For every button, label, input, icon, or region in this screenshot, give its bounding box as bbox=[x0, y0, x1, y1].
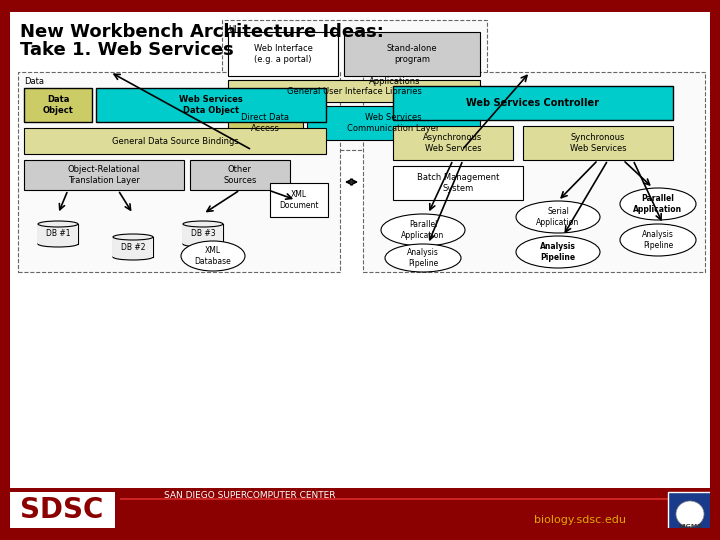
Text: NIGMS: NIGMS bbox=[678, 523, 702, 529]
Text: Serial
Application: Serial Application bbox=[536, 207, 580, 227]
Bar bbox=[393, 86, 673, 120]
Text: Analysis
Pipeline: Analysis Pipeline bbox=[642, 230, 674, 249]
Ellipse shape bbox=[183, 241, 223, 247]
Bar bbox=[363, 72, 705, 272]
Text: UI: UI bbox=[228, 25, 237, 34]
Bar bbox=[393, 126, 513, 160]
Text: Web Services
Data Object: Web Services Data Object bbox=[179, 95, 243, 114]
Bar bbox=[10, 492, 115, 532]
Ellipse shape bbox=[113, 234, 153, 240]
Text: Asynchronous
Web Services: Asynchronous Web Services bbox=[423, 133, 482, 153]
Text: SAN DIEGO SUPERCOMPUTER CENTER: SAN DIEGO SUPERCOMPUTER CENTER bbox=[164, 491, 336, 501]
Ellipse shape bbox=[676, 501, 704, 527]
Bar bbox=[24, 160, 184, 190]
Bar bbox=[120, 498, 685, 500]
Ellipse shape bbox=[38, 241, 78, 247]
Ellipse shape bbox=[38, 221, 78, 227]
Bar bbox=[344, 32, 480, 76]
Text: Analysis
Pipeline: Analysis Pipeline bbox=[540, 242, 576, 262]
Bar bbox=[113, 237, 153, 257]
Text: Parallel
Application: Parallel Application bbox=[634, 194, 683, 214]
Text: DB #1: DB #1 bbox=[46, 230, 71, 239]
Bar bbox=[307, 106, 480, 140]
Text: biology.sdsc.edu: biology.sdsc.edu bbox=[534, 515, 626, 525]
Text: Parallel
Application: Parallel Application bbox=[401, 220, 445, 240]
Text: Web Services
Communication Layer: Web Services Communication Layer bbox=[347, 113, 439, 133]
Ellipse shape bbox=[381, 214, 465, 246]
Bar bbox=[96, 88, 326, 122]
Text: Stand-alone
program: Stand-alone program bbox=[387, 44, 437, 64]
Bar bbox=[18, 72, 340, 272]
Text: Take 1. Web Services: Take 1. Web Services bbox=[20, 41, 234, 59]
Text: General Data Source Bindings: General Data Source Bindings bbox=[112, 137, 238, 145]
Bar bbox=[0, 0, 720, 12]
Text: Applications: Applications bbox=[369, 77, 420, 86]
Ellipse shape bbox=[183, 221, 223, 227]
Bar bbox=[228, 80, 480, 102]
Text: Web Services Controller: Web Services Controller bbox=[467, 98, 600, 108]
Ellipse shape bbox=[516, 201, 600, 233]
Text: XML
Document: XML Document bbox=[279, 190, 319, 210]
Bar bbox=[190, 160, 290, 190]
Ellipse shape bbox=[113, 254, 153, 260]
Text: XML
Database: XML Database bbox=[194, 246, 231, 266]
Bar bbox=[393, 166, 523, 200]
Ellipse shape bbox=[620, 224, 696, 256]
Text: DB #3: DB #3 bbox=[191, 230, 215, 239]
Text: New Workbench Architecture Ideas:: New Workbench Architecture Ideas: bbox=[20, 23, 384, 41]
Text: Other
Sources: Other Sources bbox=[223, 165, 257, 185]
Ellipse shape bbox=[181, 241, 245, 271]
Ellipse shape bbox=[620, 188, 696, 220]
Bar bbox=[228, 32, 338, 76]
Bar bbox=[222, 20, 487, 150]
Text: Data
Object: Data Object bbox=[42, 95, 73, 114]
Text: Data: Data bbox=[24, 77, 44, 86]
Bar bbox=[38, 224, 78, 244]
Text: Direct Data
Access: Direct Data Access bbox=[241, 113, 289, 133]
Bar bbox=[270, 183, 328, 217]
Bar bbox=[710, 0, 720, 540]
Bar bbox=[0, 488, 720, 540]
Bar bbox=[24, 128, 326, 154]
Ellipse shape bbox=[385, 244, 461, 272]
Bar bbox=[0, 0, 10, 540]
Bar bbox=[24, 88, 92, 122]
Bar bbox=[523, 126, 673, 160]
Text: Web Interface
(e.g. a portal): Web Interface (e.g. a portal) bbox=[253, 44, 312, 64]
Text: SDSC: SDSC bbox=[20, 496, 104, 524]
Text: DB #2: DB #2 bbox=[121, 242, 145, 252]
Text: General User Interface Libraries: General User Interface Libraries bbox=[287, 86, 421, 96]
Bar bbox=[183, 224, 223, 244]
Bar bbox=[228, 106, 303, 140]
Text: Analysis
Pipeline: Analysis Pipeline bbox=[407, 248, 439, 268]
Bar bbox=[668, 492, 712, 532]
Text: Synchronous
Web Services: Synchronous Web Services bbox=[570, 133, 626, 153]
Text: Object-Relational
Translation Layer: Object-Relational Translation Layer bbox=[68, 165, 140, 185]
Text: Batch Management
System: Batch Management System bbox=[417, 173, 499, 193]
Bar bbox=[0, 528, 720, 540]
Ellipse shape bbox=[516, 236, 600, 268]
